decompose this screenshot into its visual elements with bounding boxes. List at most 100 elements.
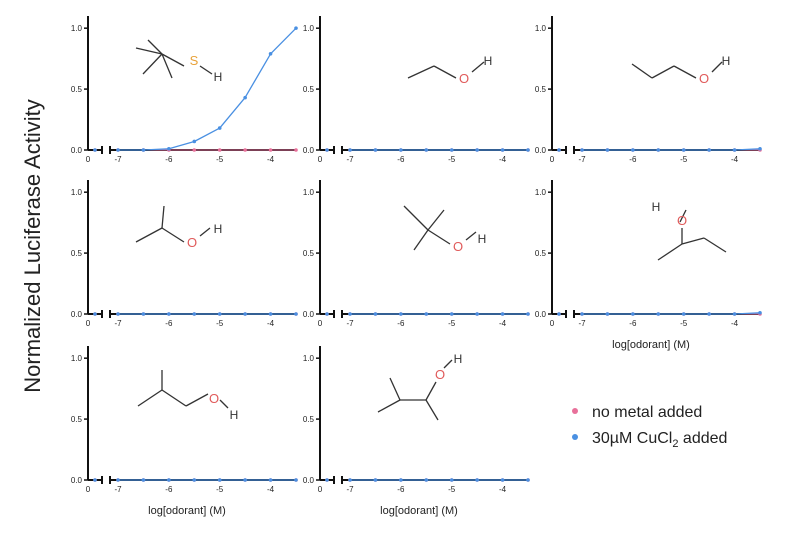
panel-3-hydrogen-label: H [722, 54, 731, 68]
panel-8-heteroatom-label: O [435, 367, 445, 382]
panel-1-y-tick-label: 0.0 [71, 146, 83, 155]
molecule-bond [142, 53, 163, 75]
panel-2: 0.00.51.00 -7 -6 -5 -4OH [303, 16, 530, 164]
panel-2-x-tick-label: -6 [397, 155, 405, 164]
panel-4-series-2-point [243, 312, 247, 316]
panel-1-series-2-point [192, 139, 197, 144]
molecule-bond [427, 229, 451, 245]
panel-4-series-2-point [141, 312, 146, 316]
panel-8-series-2-point [348, 478, 352, 482]
legend-marker-no-metal [572, 407, 578, 414]
panel-2-y-tick-label: 0.0 [303, 146, 315, 155]
legend-label-cucl2-subscript: 2 [672, 438, 679, 451]
panel-3-series-2-point [631, 148, 635, 152]
panel-7-series-2-point [116, 478, 120, 482]
panel-1-series-2-line [118, 27, 297, 151]
legend-item-no-metal: no metal added [572, 404, 702, 422]
panel-6-y-tick-label: 0.5 [535, 249, 547, 258]
panel-3-x-tick-label: 0 [550, 155, 555, 164]
panel-6-x-tick-label: -4 [731, 319, 739, 328]
panel-1-molecule-structure: SH [135, 39, 223, 84]
panel-2-hydrogen-label: H [484, 54, 493, 68]
panel-5-y-tick-label: 1.0 [303, 188, 315, 197]
panel-4-molecule-structure: OH [135, 205, 222, 250]
panel-8-series-2-point [526, 478, 530, 482]
panel-6-series-2-point [631, 312, 635, 316]
panel-4-series-2-point [294, 312, 298, 316]
molecule-bond [389, 377, 401, 401]
molecule-bond [161, 227, 185, 243]
panel-4-series-2-point [268, 312, 273, 316]
panel-2-x-tick-label: 0 [318, 155, 323, 164]
molecule-bond [465, 231, 477, 241]
molecule-bond [161, 53, 185, 67]
panel-8-y-tick-label: 0.0 [303, 476, 315, 485]
molecule-bond [137, 389, 163, 407]
panel-4-x-tick-label: 0 [86, 319, 91, 328]
panel-7: 0.0 0.5 1.0 0 -7 -6 -5 -4 log[odorant] (M) OH [71, 346, 298, 517]
panel-2-series-2-zero-point [325, 148, 329, 152]
panel-6-heteroatom-label: O [677, 213, 687, 228]
panel-7-y-tick-label: 0.0 [71, 476, 83, 485]
panel-6-series-2-point [732, 312, 737, 316]
panel-1-series-2-point [294, 26, 298, 30]
panel-1-series-2-point [116, 148, 120, 152]
panel-1-y-tick-label: 0.5 [71, 85, 83, 94]
panel-5-hydrogen-label: H [478, 232, 487, 246]
panel-1-x-tick-label: -7 [114, 155, 122, 164]
panel-6-series-2-point [605, 312, 610, 316]
molecule-bond [681, 237, 705, 245]
molecule-bond [377, 399, 401, 413]
panel-1-series-1-point [243, 148, 247, 152]
panel-6-series-2-point [707, 312, 711, 316]
molecule-bond [703, 237, 727, 253]
panel-5-series-2-point [500, 312, 505, 316]
panel-3-x-tick-label: -7 [578, 155, 586, 164]
panel-3-series-2-point [707, 148, 711, 152]
panel-7-x-axis-label: log[odorant] (M) [148, 505, 226, 517]
panel-1-x-tick-label: 0 [86, 155, 91, 164]
panel-7-x-tick-label: -6 [165, 485, 173, 494]
panel-1-y-tick-label: 1.0 [71, 24, 83, 33]
panel-8-molecule-structure: OH [377, 352, 462, 421]
legend-label-cucl2-part1: 30µM CuCl [592, 430, 673, 447]
panel-2-x-tick-label: -7 [346, 155, 354, 164]
panel-7-series-2-point [217, 478, 222, 482]
panel-8-series-2-point [424, 478, 429, 482]
panel-3-x-tick-label: -6 [629, 155, 637, 164]
panel-2-series-2-point [449, 148, 454, 152]
panel-6-x-tick-label: 0 [550, 319, 555, 328]
panel-4-series-2-point [167, 312, 171, 316]
panel-6-series-2-zero-point [557, 312, 561, 316]
molecule-bond [433, 65, 457, 79]
panel-7-y-tick-label: 0.5 [71, 415, 83, 424]
panel-2-heteroatom-label: O [459, 71, 469, 86]
panel-2-y-tick-label: 0.5 [303, 85, 315, 94]
panel-7-x-tick-label: -4 [267, 485, 275, 494]
panel-6-x-tick-label: -7 [578, 319, 586, 328]
panel-3-series-2-point [656, 148, 661, 152]
panel-4-series-2-point [116, 312, 120, 316]
panel-7-molecule-structure: OH [137, 370, 239, 422]
panel-7-x-tick-label: -7 [114, 485, 122, 494]
panel-7-hydrogen-label: H [230, 408, 239, 422]
panel-5-series-2-zero-point [325, 312, 329, 316]
panel-5-x-tick-label: 0 [318, 319, 323, 328]
legend-label-cucl2-part2: added [678, 430, 728, 447]
panel-5-heteroatom-label: O [453, 239, 463, 254]
panel-8-series-2-point [399, 478, 403, 482]
panel-6-series-2-point [656, 312, 661, 316]
panel-2-x-tick-label: -5 [448, 155, 456, 164]
panel-6-series-2-line [582, 312, 761, 315]
panel-1-x-tick-label: -5 [216, 155, 224, 164]
molecule-bond [147, 39, 163, 55]
panel-4-x-tick-label: -7 [114, 319, 122, 328]
panel-1-series-1-point [294, 148, 298, 152]
molecule-bond [161, 389, 187, 407]
panel-1-series-2-zero-point [93, 148, 97, 152]
panel-3-series-2-line [582, 148, 761, 151]
panel-1-hydrogen-label: H [214, 70, 223, 84]
molecule-bond [427, 209, 445, 231]
panel-8-x-tick-label: -5 [448, 485, 456, 494]
